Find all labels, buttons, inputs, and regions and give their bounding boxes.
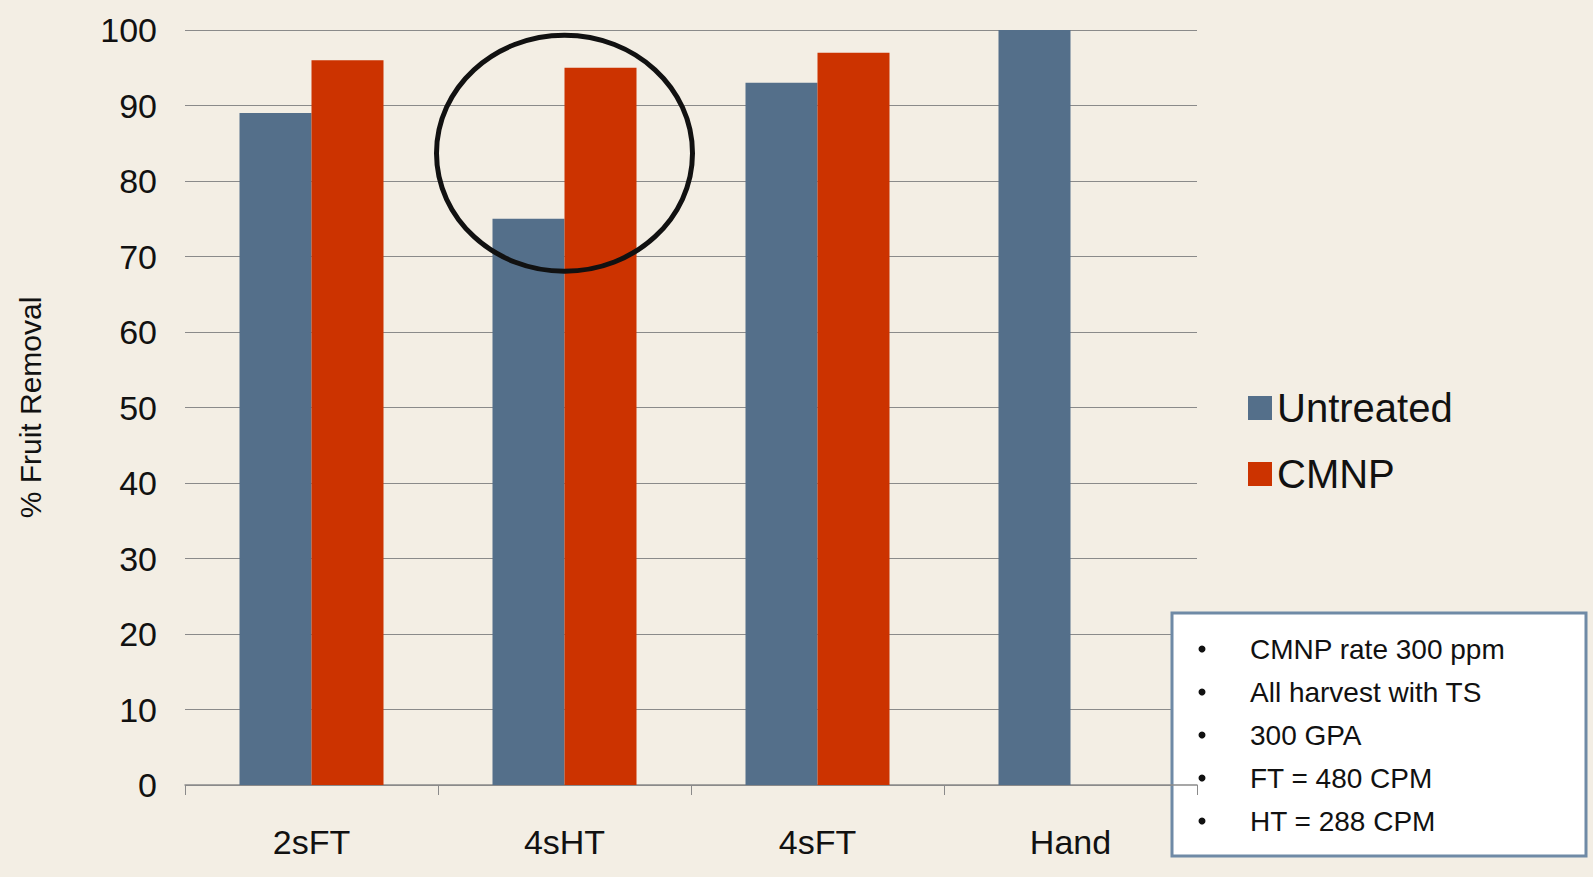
svg-text:20: 20	[119, 615, 157, 653]
svg-text:90: 90	[119, 87, 157, 125]
svg-text:4sFT: 4sFT	[779, 823, 856, 861]
svg-text:60: 60	[119, 313, 157, 351]
svg-text:% Fruit Removal: % Fruit Removal	[14, 297, 47, 519]
svg-text:FT = 480 CPM: FT = 480 CPM	[1250, 763, 1432, 794]
svg-text:4sHT: 4sHT	[524, 823, 605, 861]
svg-text:Hand: Hand	[1030, 823, 1111, 861]
svg-text:10: 10	[119, 691, 157, 729]
svg-text:30: 30	[119, 540, 157, 578]
svg-text:0: 0	[138, 766, 157, 804]
svg-text:Untreated: Untreated	[1277, 386, 1453, 430]
svg-text:300 GPA: 300 GPA	[1250, 720, 1362, 751]
svg-text:All harvest with TS: All harvest with TS	[1250, 677, 1481, 708]
svg-text:100: 100	[100, 11, 157, 49]
svg-text:80: 80	[119, 162, 157, 200]
svg-text:40: 40	[119, 464, 157, 502]
svg-text:CMNP: CMNP	[1277, 452, 1395, 496]
svg-text:HT = 288 CPM: HT = 288 CPM	[1250, 806, 1435, 837]
svg-text:70: 70	[119, 238, 157, 276]
svg-text:2sFT: 2sFT	[273, 823, 350, 861]
svg-text:50: 50	[119, 389, 157, 427]
svg-text:CMNP rate 300 ppm: CMNP rate 300 ppm	[1250, 634, 1505, 665]
